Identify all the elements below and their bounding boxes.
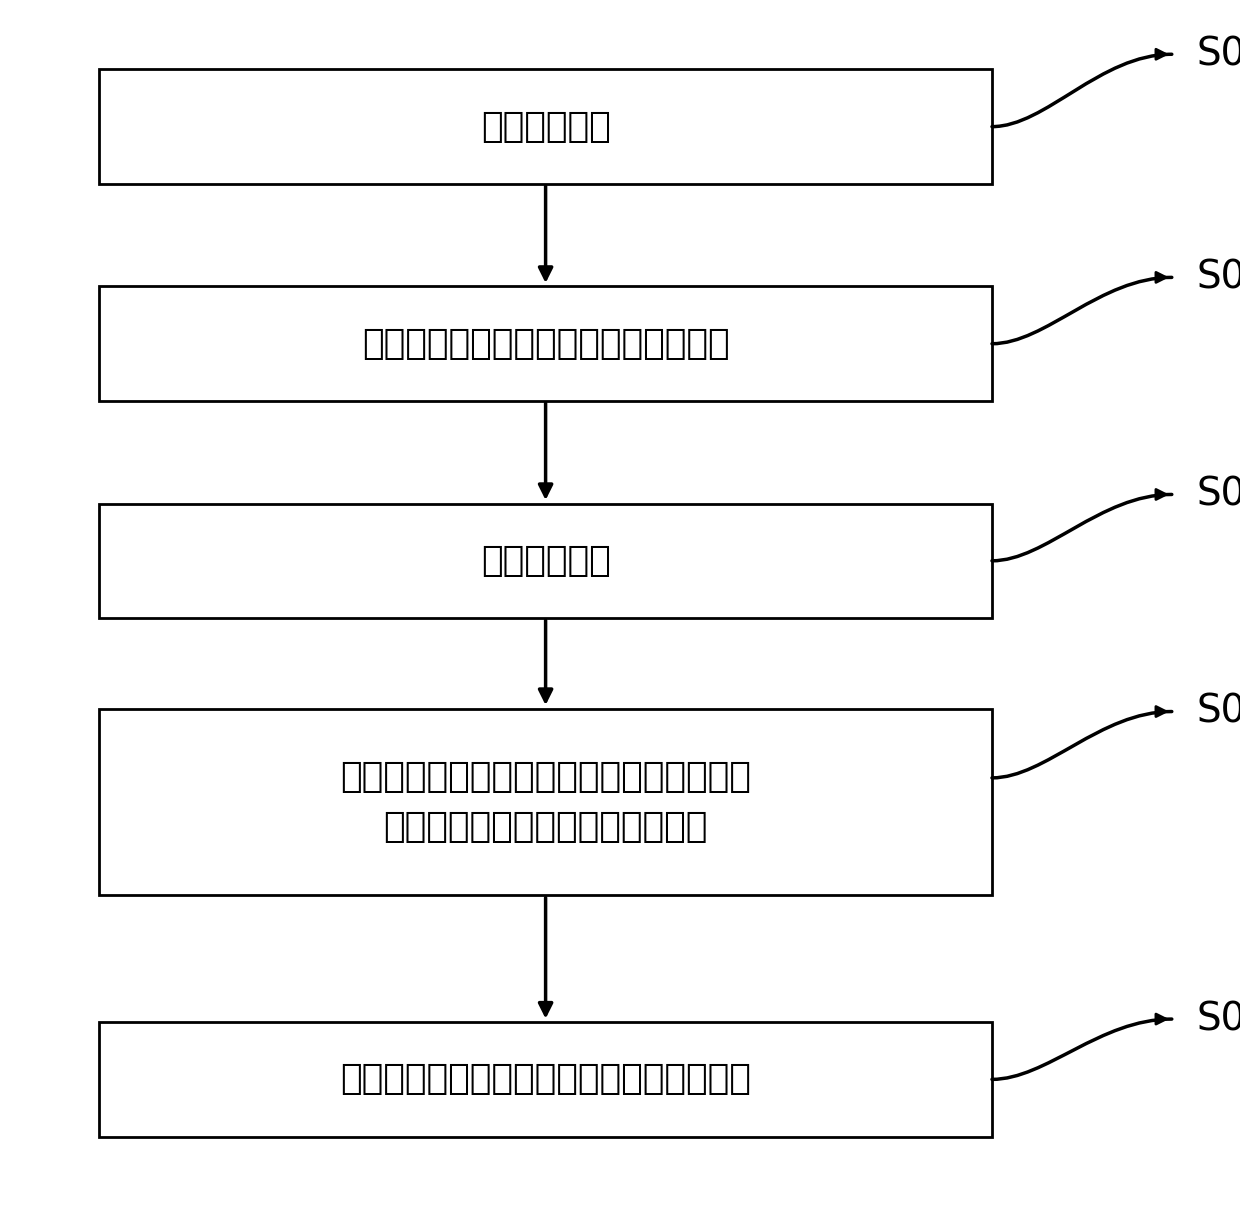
Text: S05: S05 [1197, 1000, 1240, 1038]
Text: 基于目标函数对待处理光纤束样本图像进行
求解，重建待处理光纤束样本图像: 基于目标函数对待处理光纤束样本图像进行 求解，重建待处理光纤束样本图像 [340, 760, 751, 844]
Text: 确定光纤束串扰矩阵和透过率矩阵函数: 确定光纤束串扰矩阵和透过率矩阵函数 [362, 327, 729, 361]
FancyBboxPatch shape [99, 709, 992, 895]
FancyBboxPatch shape [99, 287, 992, 400]
FancyBboxPatch shape [99, 504, 992, 617]
Text: S04: S04 [1197, 692, 1240, 731]
FancyBboxPatch shape [99, 69, 992, 183]
Text: S02: S02 [1197, 258, 1240, 297]
Text: 构建目标函数: 构建目标函数 [481, 544, 610, 578]
Text: S03: S03 [1197, 475, 1240, 514]
Text: 对多幅重建的光纤束样本图像进行配准处理: 对多幅重建的光纤束样本图像进行配准处理 [340, 1062, 751, 1096]
Text: S01: S01 [1197, 35, 1240, 74]
Text: 构建参考图像: 构建参考图像 [481, 110, 610, 144]
FancyBboxPatch shape [99, 1023, 992, 1136]
